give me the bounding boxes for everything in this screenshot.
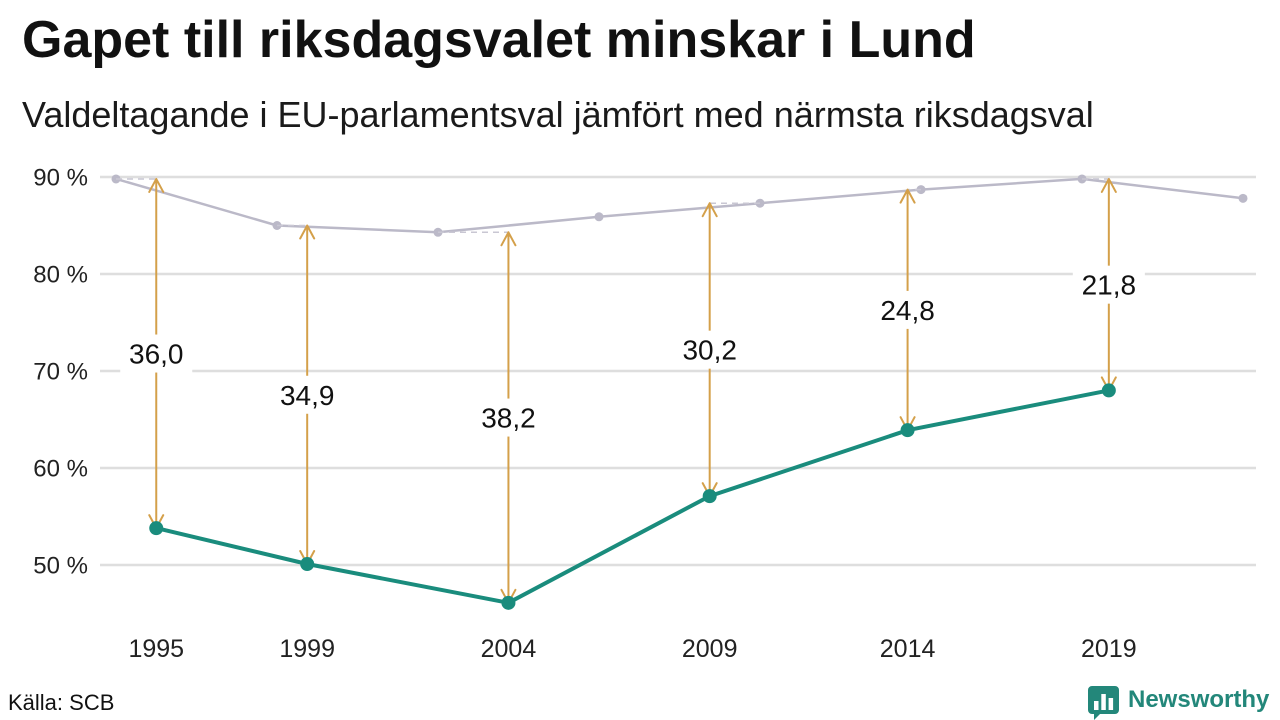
- data-point: [300, 557, 315, 572]
- y-tick-label: 90 %: [33, 165, 88, 192]
- data-point: [594, 212, 604, 222]
- data-point: [1101, 383, 1116, 398]
- series-points: [149, 383, 1116, 610]
- gap-label-background: [472, 398, 545, 437]
- gap-label: 21,8: [1082, 270, 1137, 301]
- newsworthy-logo: Newsworthy: [1088, 684, 1274, 720]
- gap-label-background: [871, 290, 944, 329]
- data-point: [149, 521, 164, 536]
- gap-label-background: [120, 334, 193, 373]
- gap-label-background: [1072, 265, 1145, 304]
- gap-label: 34,9: [280, 380, 335, 411]
- gap-label: 36,0: [129, 339, 184, 370]
- gap-labels: 36,0 34,9 38,2 30,2 24,8 21,8: [120, 265, 1145, 437]
- data-point: [702, 489, 717, 504]
- data-point: [900, 423, 915, 438]
- icon-bar: [1101, 694, 1106, 710]
- bar-chart-speech-bubble-icon: [1088, 686, 1119, 720]
- x-tick-label: 2019: [1081, 635, 1137, 663]
- y-tick-label: 70 %: [33, 359, 88, 386]
- icon-bar: [1094, 701, 1099, 710]
- series-line: [154, 388, 1111, 605]
- x-tick-label: 2004: [481, 635, 537, 663]
- gap-label: 24,8: [880, 295, 935, 326]
- gap-label: 38,2: [481, 403, 536, 434]
- x-tick-label: 2009: [682, 635, 738, 663]
- gap-label-background: [673, 330, 746, 369]
- y-tick-label: 50 %: [33, 553, 88, 580]
- gap-label: 30,2: [682, 335, 737, 366]
- y-axis-grid: 90 % 80 % 70 % 60 % 50 %: [33, 165, 1256, 580]
- x-tick-label: 1999: [279, 635, 335, 663]
- data-point: [501, 595, 516, 610]
- x-tick-label: 2014: [880, 635, 936, 663]
- chart-subtitle: Valdeltagande i EU-parlamentsval jämfört…: [22, 94, 1094, 135]
- data-point: [1238, 193, 1248, 203]
- x-tick-label: 1995: [128, 635, 184, 663]
- y-tick-label: 80 %: [33, 262, 88, 289]
- gap-label-background: [271, 375, 344, 414]
- chart-title: Gapet till riksdagsvalet minskar i Lund: [22, 11, 976, 69]
- series-line: [114, 177, 1245, 234]
- icon-bar: [1108, 698, 1114, 710]
- x-axis: 1995 1999 2004 2009 2014 2019: [128, 635, 1136, 663]
- logo-text: Newsworthy: [1128, 686, 1270, 713]
- y-tick-label: 60 %: [33, 456, 88, 483]
- gap-connectors: [116, 178, 1109, 234]
- source-text: Källa: SCB: [8, 690, 115, 715]
- series-points: [111, 174, 1248, 237]
